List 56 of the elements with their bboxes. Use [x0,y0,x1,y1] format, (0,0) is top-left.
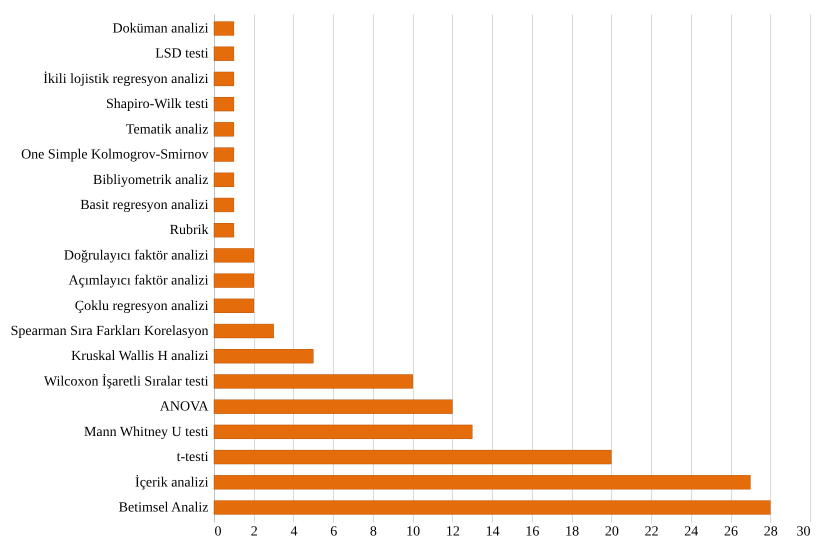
x-tick-label: 8 [370,524,377,540]
bar [214,374,413,389]
y-tick-label: Mann Whitney U testi [84,424,209,440]
x-tick-label: 18 [565,524,580,540]
bar [214,96,234,112]
y-tick-label: LSD testi [155,46,209,62]
y-tick-label: Basit regresyon analizi [80,198,209,213]
x-tick-label: 24 [684,524,698,540]
y-tick-label: İçerik analizi [135,474,209,490]
y-tick-label: İkili lojistik regresyon analizi [43,70,209,87]
y-tick-label: Doğrulayıcı faktör analizi [64,248,209,264]
y-tick-label: t-testi [176,450,209,466]
y-tick-label: Bibliyometrik analiz [93,172,208,188]
bar [214,147,234,162]
x-tick-label: 10 [406,524,420,540]
x-tick-label: 14 [486,524,500,540]
x-tick-label: 20 [604,524,619,540]
x-tick-label: 16 [525,524,540,540]
y-tick-label: Çoklu regresyon analizi [74,298,209,314]
y-tick-label: ANOVA [160,400,210,415]
y-tick-label: Betimsel Analiz [118,500,208,516]
bar [214,349,314,364]
bar [214,72,234,86]
bar [214,298,254,313]
y-tick-label: Spearman Sıra Farkları Korelasyon [10,324,208,340]
bar [214,248,254,263]
y-tick-label: One Simple Kolmogrov-Smirnov [21,148,208,163]
x-tick-label: 26 [724,524,738,540]
y-tick-label: Tematik analiz [126,122,208,138]
y-tick-label: Kruskal Wallis H analizi [71,349,209,364]
bar [214,172,234,187]
y-tick-label: Rubrik [170,223,208,238]
bar [214,198,234,212]
x-tick-label: 0 [214,524,222,540]
bar [214,475,751,490]
y-tick-label: Açımlayıcı faktör analizi [68,274,209,289]
x-tick-label: 6 [330,524,338,540]
bar [214,399,453,414]
x-tick-label: 30 [796,524,810,540]
y-tick-label: Doküman analizi [112,21,209,36]
bar [214,223,234,238]
x-tick-label: 4 [290,524,298,540]
bar [214,273,254,288]
bar [214,122,234,137]
bar [214,324,274,338]
x-tick-label: 28 [764,524,778,540]
bar [214,424,473,440]
bar [214,450,612,464]
x-tick-label: 12 [446,524,460,540]
y-tick-label: Wilcoxon İşaretli Sıralar testi [44,373,209,390]
bar [214,46,234,61]
bar [214,21,234,36]
y-tick-label: Shapiro-Wilk testi [106,97,209,112]
bar [214,500,771,515]
x-tick-label: 2 [250,524,258,540]
x-tick-label: 22 [644,524,659,540]
